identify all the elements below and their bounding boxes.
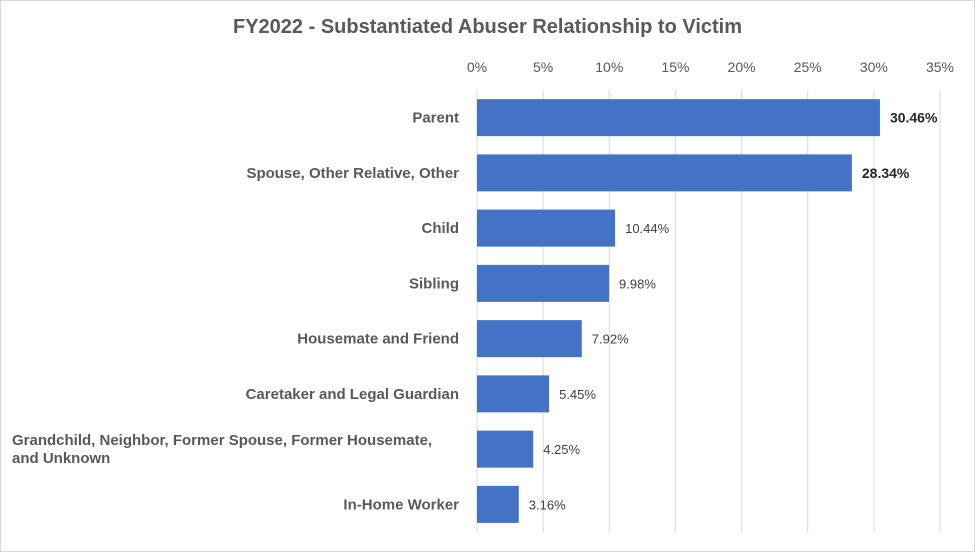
bar — [477, 99, 880, 137]
chart-title: FY2022 - Substantiated Abuser Relationsh… — [233, 16, 742, 38]
bar — [477, 209, 616, 247]
category-label: Grandchild, Neighbor, Former Spouse, For… — [12, 432, 432, 467]
bar — [477, 485, 519, 523]
category-label: Child — [422, 220, 460, 237]
x-tick-label: 30% — [860, 59, 888, 75]
bar — [477, 375, 550, 413]
x-tick-label: 10% — [595, 59, 623, 75]
category-label: Housemate and Friend — [297, 331, 459, 348]
data-label: 4.25% — [543, 442, 580, 457]
data-label: 28.34% — [862, 165, 910, 181]
data-label: 30.46% — [890, 110, 938, 126]
x-tick-label: 20% — [728, 59, 756, 75]
bar — [477, 430, 534, 468]
x-tick-label: 5% — [533, 59, 553, 75]
category-label: Spouse, Other Relative, Other — [246, 165, 459, 182]
category-label: In-Home Worker — [343, 496, 459, 513]
category-label: Sibling — [409, 275, 459, 292]
x-tick-label: 0% — [467, 59, 487, 75]
category-label: Parent — [412, 110, 459, 127]
data-label: 9.98% — [619, 276, 656, 291]
bar — [477, 320, 582, 358]
data-label: 5.45% — [559, 387, 596, 402]
bar — [477, 154, 852, 192]
data-label: 7.92% — [592, 332, 629, 347]
data-label: 3.16% — [529, 497, 566, 512]
category-label: Caretaker and Legal Guardian — [246, 386, 459, 403]
data-label: 10.44% — [625, 221, 670, 236]
x-tick-label: 15% — [661, 59, 689, 75]
x-tick-label: 25% — [794, 59, 822, 75]
x-tick-label: 35% — [926, 59, 954, 75]
bar — [477, 264, 610, 302]
